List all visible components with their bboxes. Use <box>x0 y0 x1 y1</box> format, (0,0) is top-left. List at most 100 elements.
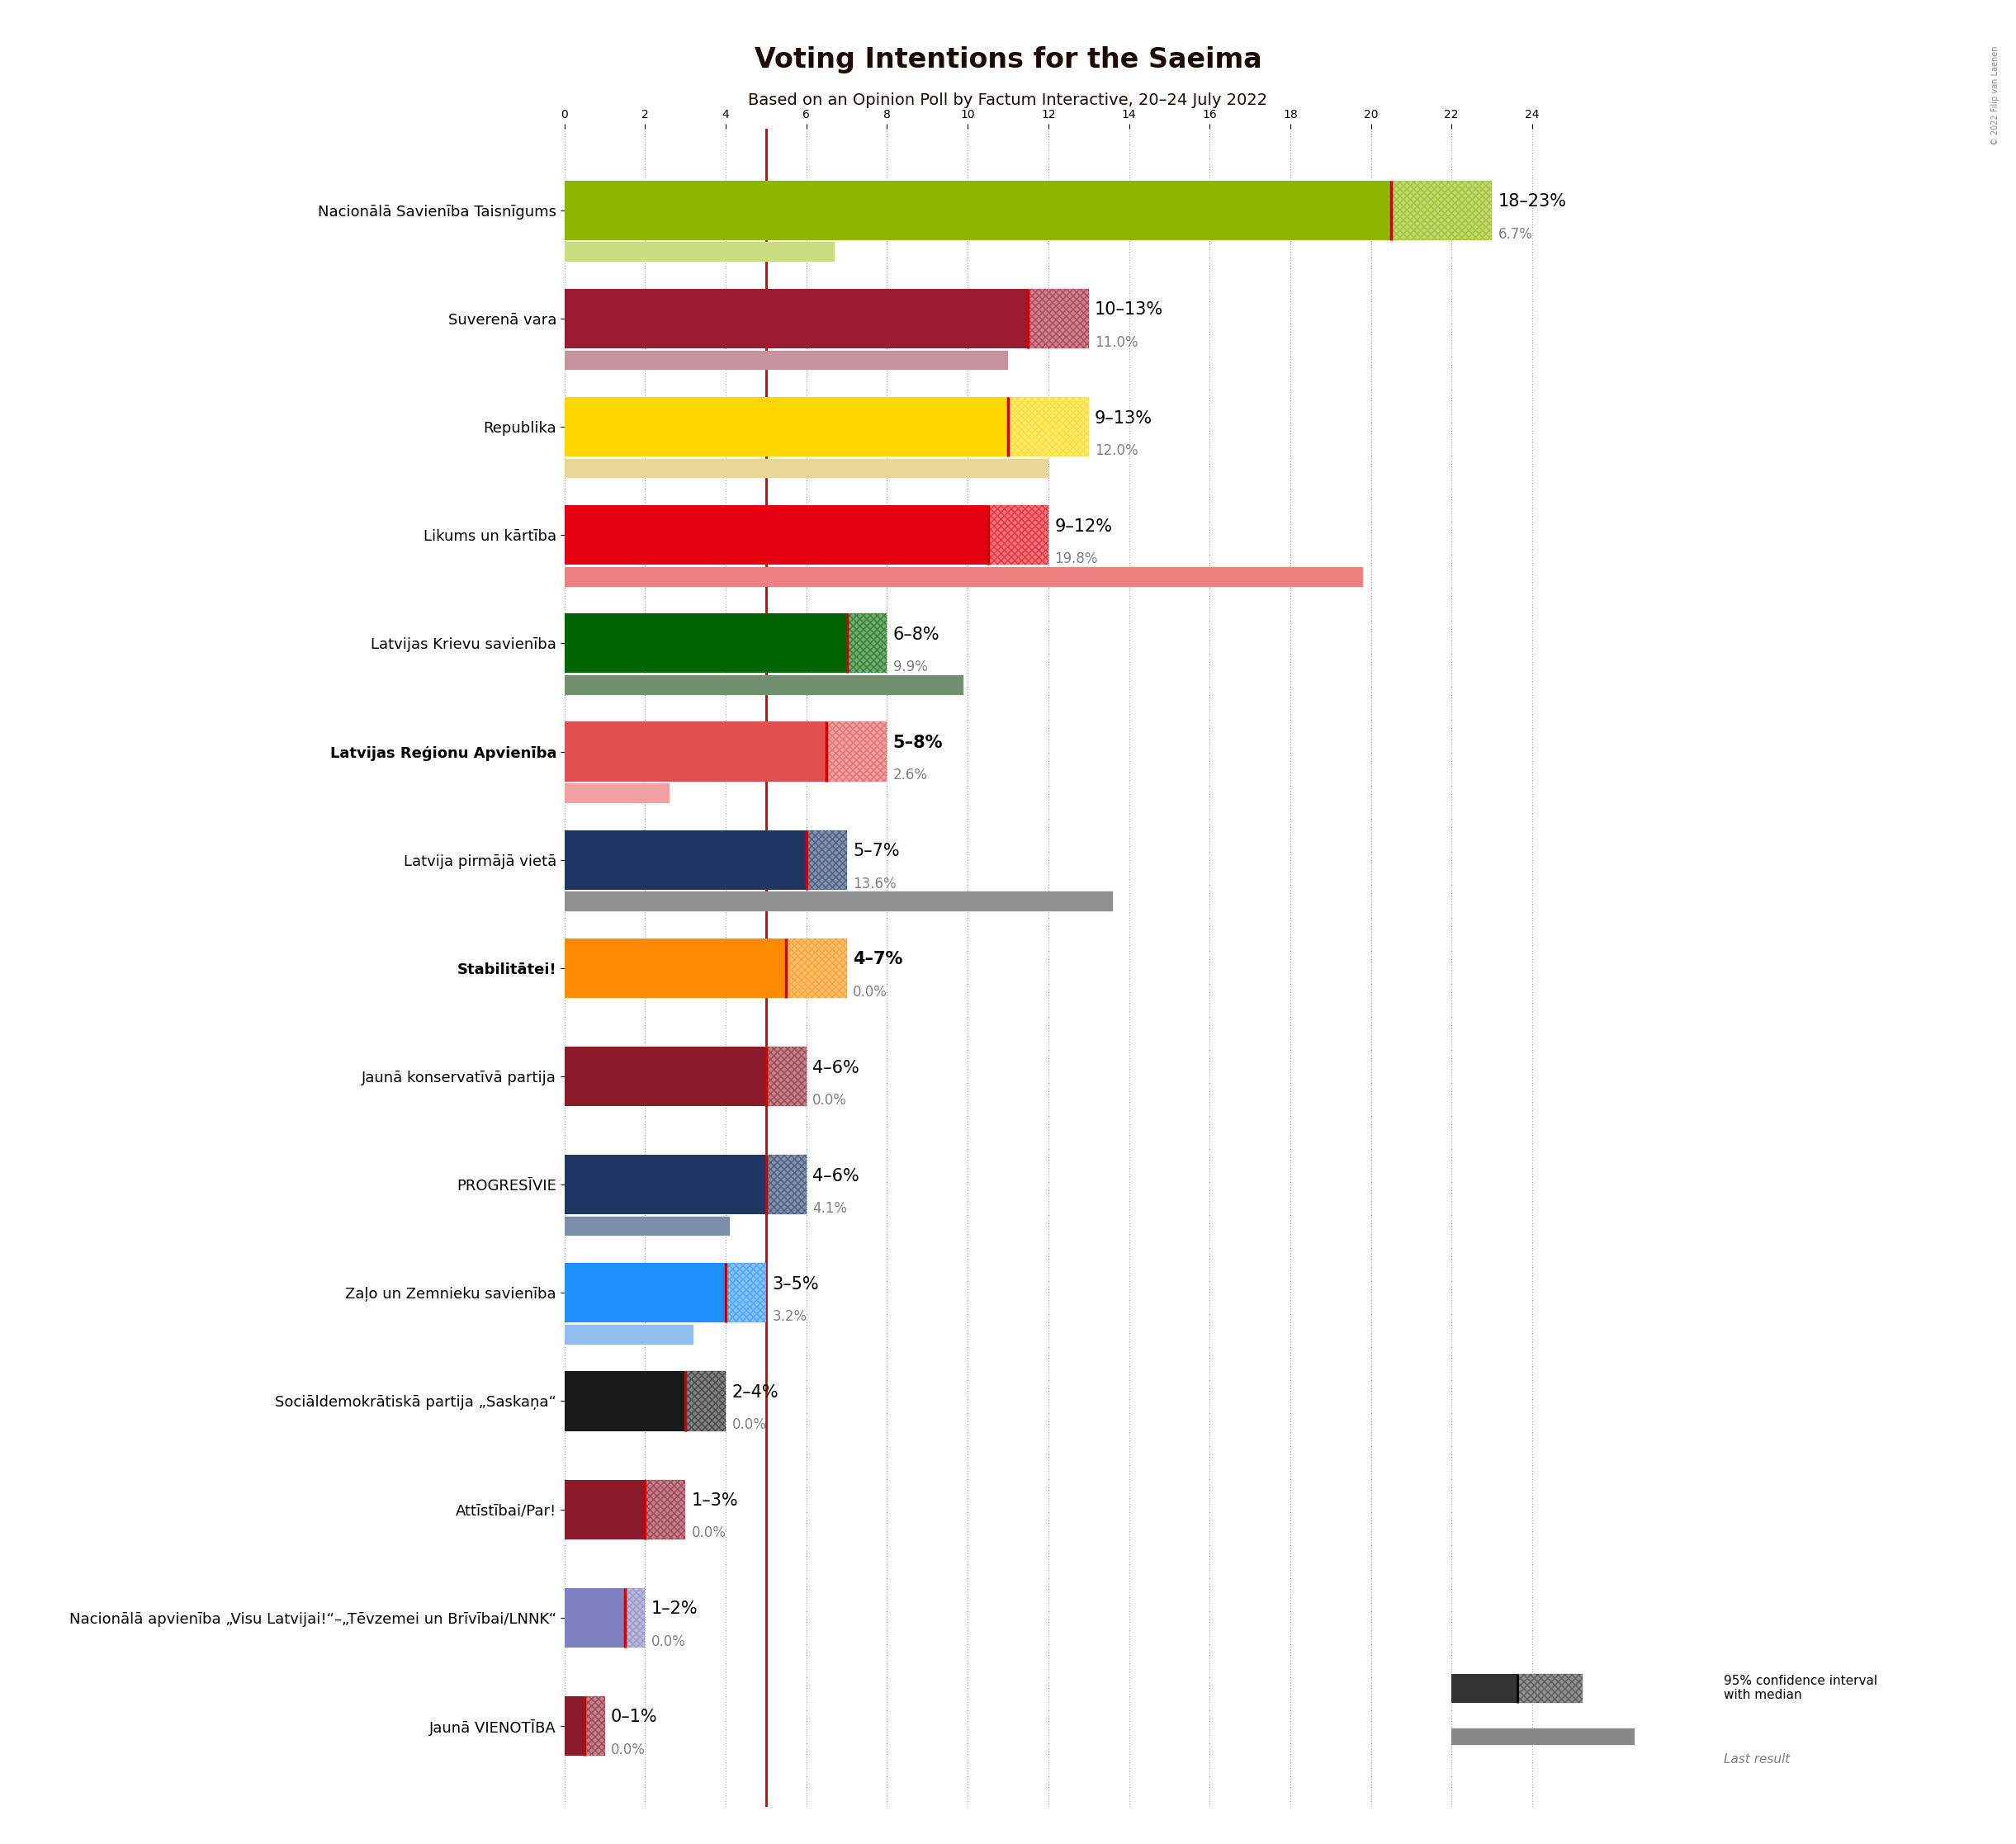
Text: 3–5%: 3–5% <box>772 1276 818 1293</box>
Text: 9.9%: 9.9% <box>893 660 927 675</box>
Text: 1–2%: 1–2% <box>651 1601 698 1617</box>
Bar <box>827 721 887 782</box>
Text: 0.0%: 0.0% <box>691 1525 726 1540</box>
Text: © 2022 Filip van Laenen: © 2022 Filip van Laenen <box>1992 46 2000 146</box>
Bar <box>726 1263 766 1322</box>
Text: 13.6%: 13.6% <box>853 876 897 891</box>
Bar <box>564 614 847 673</box>
Bar <box>564 1479 645 1540</box>
Bar <box>564 675 964 695</box>
Text: 0.0%: 0.0% <box>651 1634 685 1649</box>
Text: 3.2%: 3.2% <box>772 1309 806 1324</box>
Bar <box>988 505 1048 564</box>
Text: 4.1%: 4.1% <box>812 1200 847 1215</box>
Bar <box>1391 181 1492 240</box>
Text: 18–23%: 18–23% <box>1498 194 1566 210</box>
Bar <box>685 1372 726 1431</box>
Text: 6–8%: 6–8% <box>893 627 939 644</box>
Bar <box>1452 1674 1583 1702</box>
Text: 1–3%: 1–3% <box>691 1492 738 1508</box>
Text: 9–13%: 9–13% <box>1095 409 1153 426</box>
Bar <box>766 1047 806 1106</box>
Text: 0–1%: 0–1% <box>611 1709 657 1726</box>
Text: Last result: Last result <box>1724 1754 1790 1765</box>
Bar <box>564 459 1048 478</box>
Bar <box>564 784 669 802</box>
Text: 0.0%: 0.0% <box>853 985 887 999</box>
Bar <box>564 1154 766 1215</box>
Bar <box>564 892 1113 911</box>
Bar <box>564 181 1391 240</box>
Bar <box>685 1372 726 1431</box>
Text: 5–7%: 5–7% <box>853 843 899 859</box>
Text: 0.0%: 0.0% <box>812 1093 847 1108</box>
Bar <box>766 1154 806 1215</box>
Bar <box>847 614 887 673</box>
Bar <box>564 350 1008 371</box>
Bar <box>564 350 1008 371</box>
Text: 2–4%: 2–4% <box>732 1385 778 1401</box>
Text: 0.0%: 0.0% <box>732 1418 766 1433</box>
Bar <box>786 939 847 998</box>
Text: 19.8%: 19.8% <box>1054 551 1097 566</box>
Text: 95% confidence interval
with median: 95% confidence interval with median <box>1724 1674 1877 1702</box>
Bar <box>564 459 1048 478</box>
Bar <box>827 721 887 782</box>
Text: 9–12%: 9–12% <box>1054 518 1113 535</box>
Bar <box>766 1154 806 1215</box>
Bar <box>564 242 835 262</box>
Bar <box>564 830 806 889</box>
Bar <box>645 1479 685 1540</box>
Bar <box>564 784 669 802</box>
Bar <box>1518 1674 1583 1702</box>
Bar <box>625 1588 645 1647</box>
Bar <box>806 830 847 889</box>
Text: 4–7%: 4–7% <box>853 952 903 968</box>
Text: Based on an Opinion Poll by Factum Interactive, 20–24 July 2022: Based on an Opinion Poll by Factum Inter… <box>748 92 1268 109</box>
Text: 2.6%: 2.6% <box>893 767 927 784</box>
Bar <box>564 290 1028 349</box>
Bar <box>564 721 827 782</box>
Bar <box>564 566 1363 586</box>
Bar <box>564 242 835 262</box>
Bar <box>1452 1728 1635 1744</box>
Text: 0.0%: 0.0% <box>611 1743 645 1757</box>
Bar <box>564 1217 730 1235</box>
Bar <box>564 396 1008 457</box>
Text: 10–13%: 10–13% <box>1095 302 1163 319</box>
Bar <box>564 1047 766 1106</box>
Text: 12.0%: 12.0% <box>1095 443 1139 457</box>
Bar <box>766 1047 806 1106</box>
Bar <box>726 1263 766 1322</box>
Bar <box>1391 181 1492 240</box>
Bar <box>585 1696 605 1755</box>
Bar <box>564 1696 585 1755</box>
Text: 11.0%: 11.0% <box>1095 336 1139 350</box>
Bar <box>1008 396 1089 457</box>
Bar <box>847 614 887 673</box>
Text: 4–6%: 4–6% <box>812 1167 859 1184</box>
Bar <box>564 675 964 695</box>
Bar <box>564 505 988 564</box>
Bar <box>564 1588 625 1647</box>
Bar <box>564 1324 694 1344</box>
Bar <box>1518 1674 1583 1702</box>
Bar <box>564 1372 685 1431</box>
Bar <box>1028 290 1089 349</box>
Bar <box>564 566 1363 586</box>
Text: 6.7%: 6.7% <box>1498 227 1532 242</box>
Bar <box>564 1217 730 1235</box>
Bar <box>645 1479 685 1540</box>
Text: Voting Intentions for the Saeima: Voting Intentions for the Saeima <box>754 46 1262 74</box>
Text: 4–6%: 4–6% <box>812 1060 859 1075</box>
Bar <box>786 939 847 998</box>
Bar <box>564 1324 694 1344</box>
Bar <box>806 830 847 889</box>
Bar <box>988 505 1048 564</box>
Text: 5–8%: 5–8% <box>893 734 943 751</box>
Bar <box>1008 396 1089 457</box>
Bar <box>625 1588 645 1647</box>
Bar <box>1028 290 1089 349</box>
Bar <box>564 939 786 998</box>
Bar <box>564 1263 726 1322</box>
